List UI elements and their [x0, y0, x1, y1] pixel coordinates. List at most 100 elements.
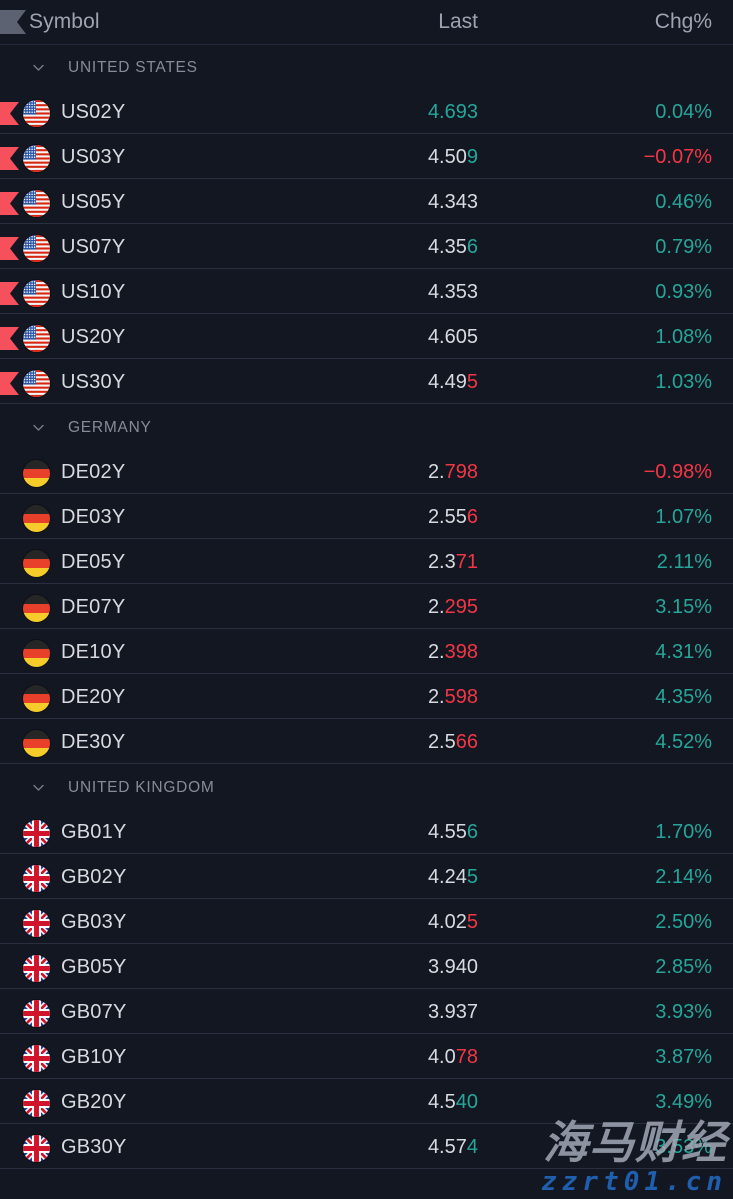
- table-row[interactable]: GB03Y 4.025 2.50%: [0, 900, 733, 945]
- table-row[interactable]: DE30Y 2.566 4.52%: [0, 720, 733, 765]
- change-percent: 4.52%: [655, 731, 712, 753]
- last-price-changed: 40: [455, 1091, 478, 1113]
- last-price-changed: 4.693: [427, 101, 478, 123]
- flag-icon-gb: [23, 820, 50, 847]
- last-price-changed: 398: [444, 641, 478, 663]
- alert-marker-icon[interactable]: [0, 102, 19, 125]
- last-price-stable: 2.: [427, 686, 445, 708]
- table-row[interactable]: GB01Y 4.556 1.70%: [0, 810, 733, 855]
- table-row[interactable]: DE05Y 2.371 2.11%: [0, 540, 733, 585]
- symbol-label: DE02Y: [61, 461, 126, 483]
- change-percent: 0.79%: [655, 236, 712, 258]
- last-price-changed: 9: [466, 146, 478, 168]
- chevron-down-icon[interactable]: [30, 779, 47, 796]
- group-header-us[interactable]: UNITED STATES: [0, 45, 733, 90]
- table-row[interactable]: US03Y 4.509 −0.07%: [0, 135, 733, 180]
- symbol-label: GB03Y: [61, 911, 127, 933]
- chevron-down-icon[interactable]: [30, 419, 47, 436]
- last-price: 4.353: [428, 281, 478, 304]
- last-price: 4.556: [428, 821, 478, 844]
- table-row[interactable]: US07Y 4.356 0.79%: [0, 225, 733, 270]
- symbol-label: GB10Y: [61, 1046, 127, 1068]
- last-price: 4.245: [428, 866, 478, 889]
- column-header-symbol[interactable]: Symbol: [29, 10, 100, 33]
- group-header-de[interactable]: GERMANY: [0, 405, 733, 450]
- symbol-label: GB02Y: [61, 866, 127, 888]
- change-percent: 3.15%: [655, 596, 712, 618]
- change-percent: 3.49%: [655, 1091, 712, 1113]
- column-header-chg[interactable]: Chg%: [654, 10, 712, 33]
- table-row[interactable]: GB30Y 4.574 3.53%: [0, 1125, 733, 1170]
- last-price-stable: 4.57: [427, 1136, 467, 1158]
- group-label: UNITED KINGDOM: [68, 778, 215, 796]
- group-header-gb[interactable]: UNITED KINGDOM: [0, 765, 733, 810]
- last-price: 4.356: [428, 236, 478, 259]
- table-row[interactable]: US20Y 4.605 1.08%: [0, 315, 733, 360]
- table-row[interactable]: DE03Y 2.556 1.07%: [0, 495, 733, 540]
- flag-icon-gb: [23, 1135, 50, 1162]
- alert-marker-icon[interactable]: [0, 147, 19, 170]
- symbol-label: US20Y: [61, 326, 126, 348]
- change-percent: 2.14%: [655, 866, 712, 888]
- flag-icon: [0, 10, 26, 34]
- alert-marker-icon[interactable]: [0, 372, 19, 395]
- last-price: 2.398: [428, 641, 478, 664]
- symbol-label: GB07Y: [61, 1001, 127, 1023]
- table-row[interactable]: DE20Y 2.598 4.35%: [0, 675, 733, 720]
- flag-icon-de: [23, 685, 50, 712]
- last-price-changed: 78: [455, 1046, 478, 1068]
- symbol-label: US02Y: [61, 101, 126, 123]
- last-price-changed: 5: [466, 866, 478, 888]
- last-price-stable: 4.0: [427, 1046, 456, 1068]
- alert-marker-icon[interactable]: [0, 192, 19, 215]
- last-price-stable: 4.50: [427, 146, 467, 168]
- alert-marker-icon[interactable]: [0, 237, 19, 260]
- symbol-label: GB01Y: [61, 821, 127, 843]
- table-row[interactable]: GB05Y 3.940 2.85%: [0, 945, 733, 990]
- table-row[interactable]: DE02Y 2.798 −0.98%: [0, 450, 733, 495]
- last-price-stable: 2.: [427, 641, 445, 663]
- alert-marker-icon[interactable]: [0, 282, 19, 305]
- last-price-changed: 5: [466, 371, 478, 393]
- flag-icon-gb: [23, 1090, 50, 1117]
- last-price: 2.556: [428, 506, 478, 529]
- table-row[interactable]: US05Y 4.343 0.46%: [0, 180, 733, 225]
- symbol-label: GB30Y: [61, 1136, 127, 1158]
- table-row[interactable]: GB10Y 4.078 3.87%: [0, 1035, 733, 1080]
- last-price: 2.371: [428, 551, 478, 574]
- symbol-label: DE07Y: [61, 596, 126, 618]
- change-percent: 3.93%: [655, 1001, 712, 1023]
- symbol-label: US03Y: [61, 146, 126, 168]
- last-price-stable: 2.5: [427, 731, 456, 753]
- table-row[interactable]: GB20Y 4.540 3.49%: [0, 1080, 733, 1125]
- flag-icon-us: [23, 370, 50, 397]
- change-percent: 1.70%: [655, 821, 712, 843]
- table-row[interactable]: GB07Y 3.937 3.93%: [0, 990, 733, 1035]
- flag-icon-us: [23, 190, 50, 217]
- alert-marker-icon[interactable]: [0, 327, 19, 350]
- table-row[interactable]: DE10Y 2.398 4.31%: [0, 630, 733, 675]
- last-price: 3.940: [428, 956, 478, 979]
- last-price: 2.566: [428, 731, 478, 754]
- change-percent: −0.07%: [643, 146, 712, 168]
- symbol-label: DE05Y: [61, 551, 126, 573]
- last-price-changed: 71: [455, 551, 478, 573]
- table-row[interactable]: US10Y 4.353 0.93%: [0, 270, 733, 315]
- table-row[interactable]: US02Y 4.693 0.04%: [0, 90, 733, 135]
- symbol-label: US30Y: [61, 371, 126, 393]
- change-percent: 3.87%: [655, 1046, 712, 1068]
- chevron-down-icon[interactable]: [30, 59, 47, 76]
- symbol-label: GB20Y: [61, 1091, 127, 1113]
- table-row[interactable]: DE07Y 2.295 3.15%: [0, 585, 733, 630]
- column-header-last[interactable]: Last: [438, 10, 478, 33]
- table-row[interactable]: US30Y 4.495 1.03%: [0, 360, 733, 405]
- watchlist-header: Symbol Last Chg%: [0, 0, 733, 45]
- flag-icon-de: [23, 640, 50, 667]
- last-price: 4.540: [428, 1091, 478, 1114]
- symbol-label: US10Y: [61, 281, 126, 303]
- table-row[interactable]: GB02Y 4.245 2.14%: [0, 855, 733, 900]
- flag-icon-gb: [23, 1045, 50, 1072]
- last-price-stable: 4.5: [427, 1091, 456, 1113]
- last-price-stable: 4.24: [427, 866, 467, 888]
